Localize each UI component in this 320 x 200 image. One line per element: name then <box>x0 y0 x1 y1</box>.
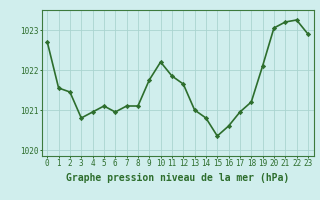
X-axis label: Graphe pression niveau de la mer (hPa): Graphe pression niveau de la mer (hPa) <box>66 173 289 183</box>
